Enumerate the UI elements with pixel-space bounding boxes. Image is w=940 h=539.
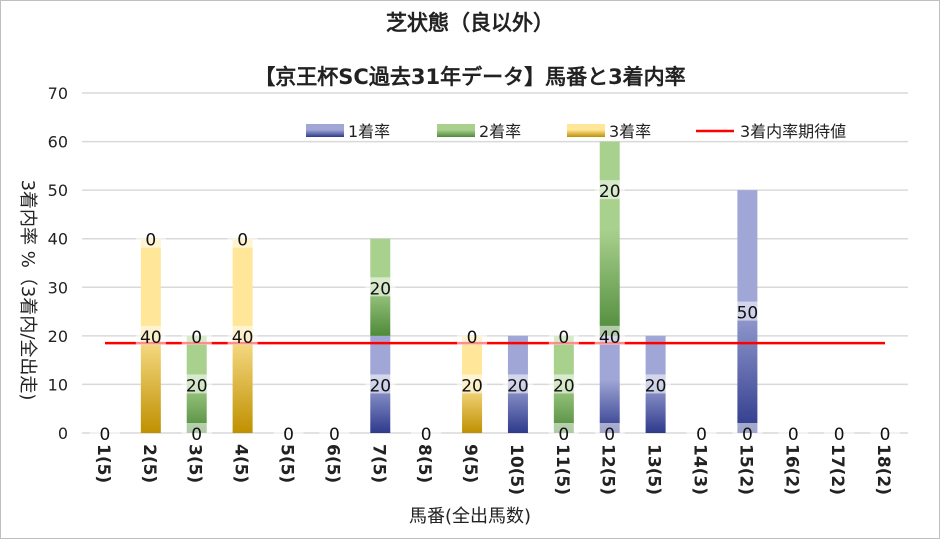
data-label-bg (594, 325, 625, 345)
data-label-bg (870, 423, 901, 442)
data-label: 0 (788, 425, 799, 445)
legend-label: 3着率 (609, 122, 651, 141)
y-tick-label: 40 (48, 230, 68, 249)
legend-swatch-2 (437, 124, 475, 137)
data-label: 40 (599, 328, 621, 348)
legend-swatch-1 (306, 124, 344, 137)
data-label: 20 (369, 279, 391, 299)
x-axis-label: 馬番(全出馬数) (409, 506, 531, 527)
data-label-bg (135, 325, 166, 345)
data-label-bg (732, 423, 763, 442)
data-label-bg (548, 423, 579, 442)
data-label: 0 (558, 425, 569, 445)
data-label: 0 (558, 328, 569, 348)
data-label: 0 (696, 425, 707, 445)
x-tick-label: 18(2) (873, 444, 893, 495)
data-label: 0 (100, 425, 111, 445)
data-label-bg (548, 325, 579, 345)
data-label: 0 (467, 328, 478, 348)
data-label-bg (824, 423, 855, 442)
data-label: 40 (140, 328, 162, 348)
data-label: 20 (461, 376, 483, 396)
data-label-bg (273, 423, 304, 442)
legend-label: 2着率 (479, 122, 521, 141)
data-label-bg (457, 325, 488, 345)
data-label-bg (227, 325, 258, 345)
data-label: 20 (645, 376, 667, 396)
data-label-bg (227, 228, 258, 248)
data-label: 0 (880, 425, 891, 445)
data-label-bg (411, 423, 442, 442)
data-label: 0 (604, 425, 615, 445)
x-tick-label: 9(5) (460, 444, 480, 483)
x-tick-label: 13(5) (644, 444, 664, 495)
x-tick-label: 16(2) (781, 444, 801, 495)
data-label: 20 (599, 182, 621, 202)
data-label-bg (181, 423, 212, 442)
x-tick-label: 6(5) (322, 444, 342, 483)
x-tick-label: 14(3) (690, 444, 710, 495)
data-label-bg (778, 423, 809, 442)
x-tick-label: 17(2) (827, 444, 847, 495)
data-label-bg (135, 228, 166, 248)
data-label-bg (181, 325, 212, 345)
data-label-bg (502, 374, 533, 394)
y-tick-label: 70 (48, 84, 68, 103)
bar-segment-1 (599, 335, 620, 433)
y-tick-label: 60 (48, 133, 68, 152)
chart-title: 芝状態（良以外） (386, 11, 554, 35)
legend-swatch-3 (567, 124, 605, 137)
data-label: 20 (507, 376, 529, 396)
x-tick-label: 4(5) (231, 444, 251, 483)
data-label: 20 (553, 376, 575, 396)
x-tick-label: 5(5) (277, 444, 297, 483)
data-label: 40 (232, 328, 254, 348)
bar-segment-2 (599, 141, 620, 336)
data-label: 0 (283, 425, 294, 445)
x-tick-label: 11(5) (552, 444, 572, 495)
legend-label: 1着率 (348, 122, 390, 141)
data-label-bg (365, 374, 396, 394)
x-tick-label: 10(5) (506, 444, 526, 495)
chart-subtitle: 【京王杯SC過去31年データ】馬番と3着内率 (254, 65, 685, 89)
legend-label: 3着内率期待値 (740, 122, 846, 141)
data-label: 0 (191, 425, 202, 445)
data-label-bg (640, 374, 671, 394)
data-label: 0 (191, 328, 202, 348)
data-label: 0 (742, 425, 753, 445)
data-label-bg (686, 423, 717, 442)
x-tick-label: 7(5) (368, 444, 388, 483)
data-label: 0 (834, 425, 845, 445)
data-label-bg (548, 374, 579, 394)
data-label-bg (732, 301, 763, 321)
y-tick-label: 50 (48, 181, 68, 200)
x-tick-label: 1(5) (93, 444, 113, 483)
data-label-bg (319, 423, 350, 442)
data-label-bg (365, 277, 396, 297)
x-tick-label: 3(5) (185, 444, 205, 483)
data-label-bg (594, 423, 625, 442)
data-label: 0 (237, 231, 248, 251)
data-label-bg (89, 423, 120, 442)
x-tick-label: 8(5) (414, 444, 434, 483)
y-tick-label: 0 (58, 424, 68, 443)
y-tick-label: 30 (48, 278, 68, 297)
data-label-bg (457, 374, 488, 394)
x-tick-label: 2(5) (139, 444, 159, 483)
data-label-bg (181, 374, 212, 394)
y-tick-label: 20 (48, 327, 68, 346)
data-label-bg (594, 180, 625, 200)
y-tick-label: 10 (48, 375, 68, 394)
data-label: 0 (329, 425, 340, 445)
x-tick-label: 15(2) (735, 444, 755, 495)
data-label: 0 (421, 425, 432, 445)
x-tick-label: 12(5) (598, 444, 618, 495)
data-label: 20 (186, 376, 208, 396)
data-label: 20 (369, 376, 391, 396)
data-label: 0 (145, 231, 156, 251)
y-axis-label: 3着内率 %（3着内/全出走) (17, 180, 38, 401)
data-label: 50 (737, 304, 759, 324)
